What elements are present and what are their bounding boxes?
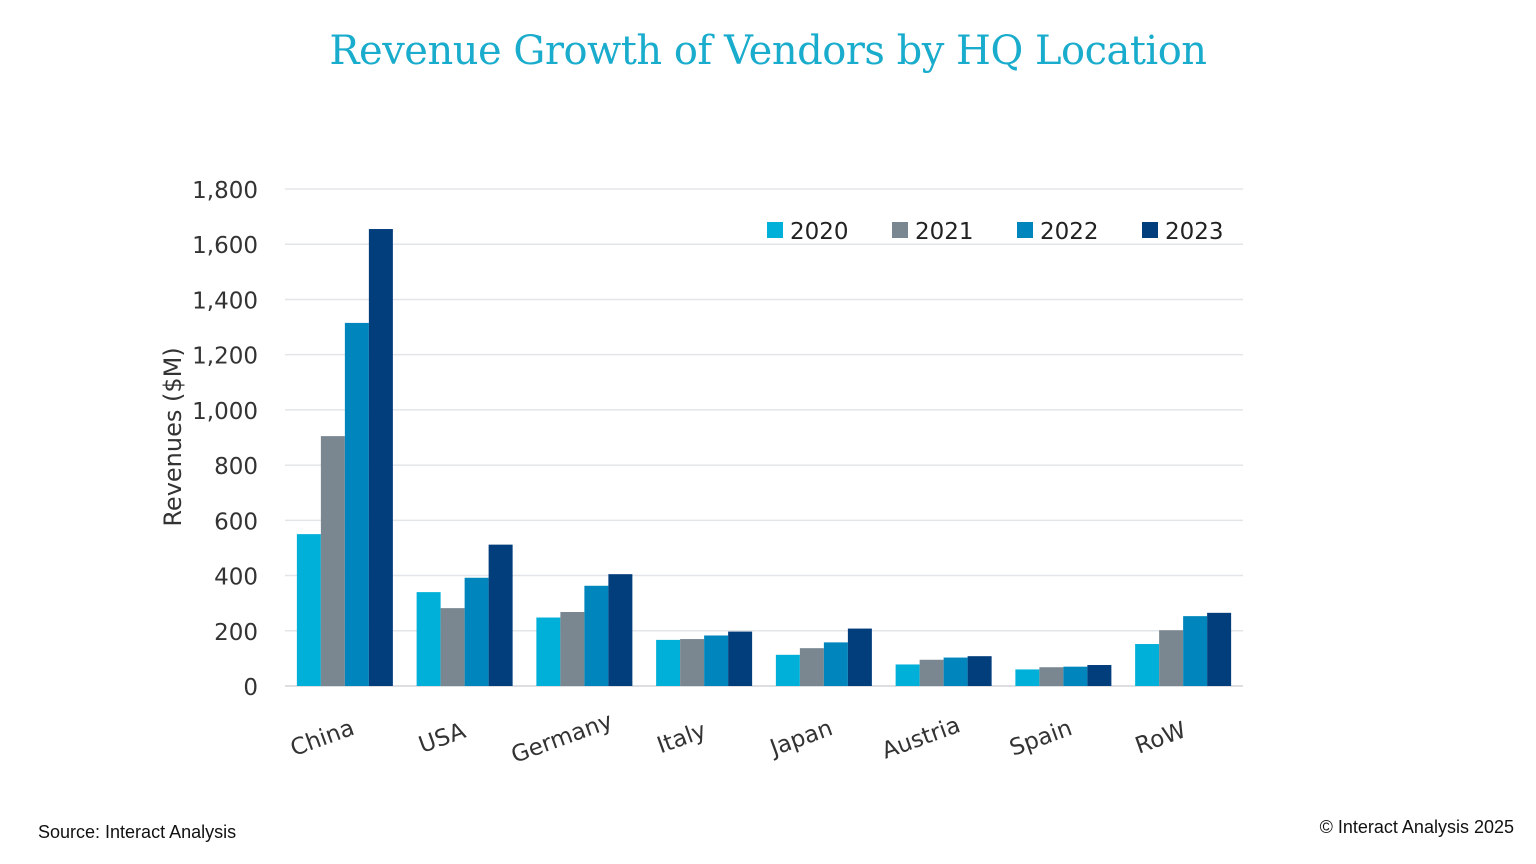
y-axis: 1,800 1,600 1,400 1,200 1,000 800 600 400 200 0 bbox=[192, 178, 258, 701]
y-tick-label: 1,200 bbox=[192, 344, 258, 370]
y-tick-label: 1,600 bbox=[192, 233, 258, 259]
bar-italy-2021 bbox=[680, 639, 705, 686]
x-tick-label: Spain bbox=[1006, 715, 1075, 761]
y-tick-label: 600 bbox=[214, 509, 258, 535]
bar-austria-2021 bbox=[919, 659, 944, 686]
legend-swatch-2021 bbox=[892, 222, 908, 238]
bar-italy-2022 bbox=[704, 635, 729, 686]
bar-china-2022 bbox=[344, 322, 369, 686]
bar-japan-2023 bbox=[847, 628, 872, 686]
x-tick-label: Japan bbox=[765, 715, 836, 762]
legend-label-2023: 2023 bbox=[1165, 219, 1224, 245]
bar-austria-2022 bbox=[943, 657, 968, 686]
legend-label-2022: 2022 bbox=[1040, 219, 1099, 245]
copyright-note: © Interact Analysis 2025 bbox=[1319, 817, 1514, 837]
bar-spain-2021 bbox=[1039, 667, 1064, 686]
y-tick-label: 1,800 bbox=[192, 178, 258, 204]
x-tick-label: Austria bbox=[879, 712, 964, 764]
legend-label-2020: 2020 bbox=[790, 219, 849, 245]
bar-row-2020 bbox=[1135, 644, 1160, 686]
x-tick-label: RoW bbox=[1132, 717, 1190, 759]
y-tick-label: 0 bbox=[243, 675, 258, 701]
x-tick-label: Germany bbox=[508, 708, 616, 769]
bar-china-2021 bbox=[320, 436, 345, 686]
y-tick-label: 1,400 bbox=[192, 288, 258, 314]
x-tick-label: China bbox=[287, 715, 358, 762]
legend-swatch-2023 bbox=[1142, 222, 1158, 238]
bar-china-2020 bbox=[296, 534, 321, 686]
bar-germany-2021 bbox=[560, 612, 585, 686]
bar-japan-2021 bbox=[799, 648, 824, 686]
bar-usa-2022 bbox=[464, 577, 489, 686]
y-tick-label: 1,000 bbox=[192, 399, 258, 425]
x-axis: China USA Germany Italy Japan Austria Spain RoW bbox=[287, 708, 1189, 769]
bar-austria-2020 bbox=[895, 664, 920, 686]
bar-spain-2020 bbox=[1015, 669, 1040, 686]
legend-swatch-2020 bbox=[767, 222, 783, 238]
bar-japan-2022 bbox=[823, 642, 848, 686]
x-tick-label: USA bbox=[415, 718, 469, 759]
bars bbox=[296, 229, 1232, 686]
y-tick-label: 400 bbox=[214, 565, 258, 591]
bar-germany-2020 bbox=[536, 617, 561, 686]
bar-spain-2023 bbox=[1087, 665, 1112, 686]
source-note: Source: Interact Analysis bbox=[38, 822, 237, 842]
bar-japan-2020 bbox=[775, 654, 800, 686]
chart-title: Revenue Growth of Vendors by HQ Location bbox=[329, 28, 1207, 74]
bar-italy-2023 bbox=[728, 631, 753, 686]
legend-swatch-2022 bbox=[1017, 222, 1033, 238]
bar-usa-2020 bbox=[416, 592, 441, 686]
y-axis-label: Revenues ($M) bbox=[159, 347, 187, 526]
bar-spain-2022 bbox=[1063, 666, 1088, 686]
legend: 2020 2021 2022 2023 bbox=[767, 219, 1224, 245]
bar-usa-2023 bbox=[488, 544, 513, 686]
legend-label-2021: 2021 bbox=[915, 219, 974, 245]
bar-italy-2020 bbox=[656, 639, 681, 686]
bar-austria-2023 bbox=[967, 656, 992, 686]
y-tick-label: 800 bbox=[214, 454, 258, 480]
bar-usa-2021 bbox=[440, 608, 465, 686]
bar-germany-2023 bbox=[608, 574, 633, 686]
x-tick-label: Italy bbox=[654, 718, 710, 760]
bar-row-2022 bbox=[1183, 616, 1208, 686]
bar-germany-2022 bbox=[584, 585, 609, 686]
bar-row-2023 bbox=[1207, 612, 1232, 686]
bar-china-2023 bbox=[368, 229, 393, 686]
bar-row-2021 bbox=[1159, 630, 1184, 686]
y-tick-label: 200 bbox=[214, 620, 258, 646]
